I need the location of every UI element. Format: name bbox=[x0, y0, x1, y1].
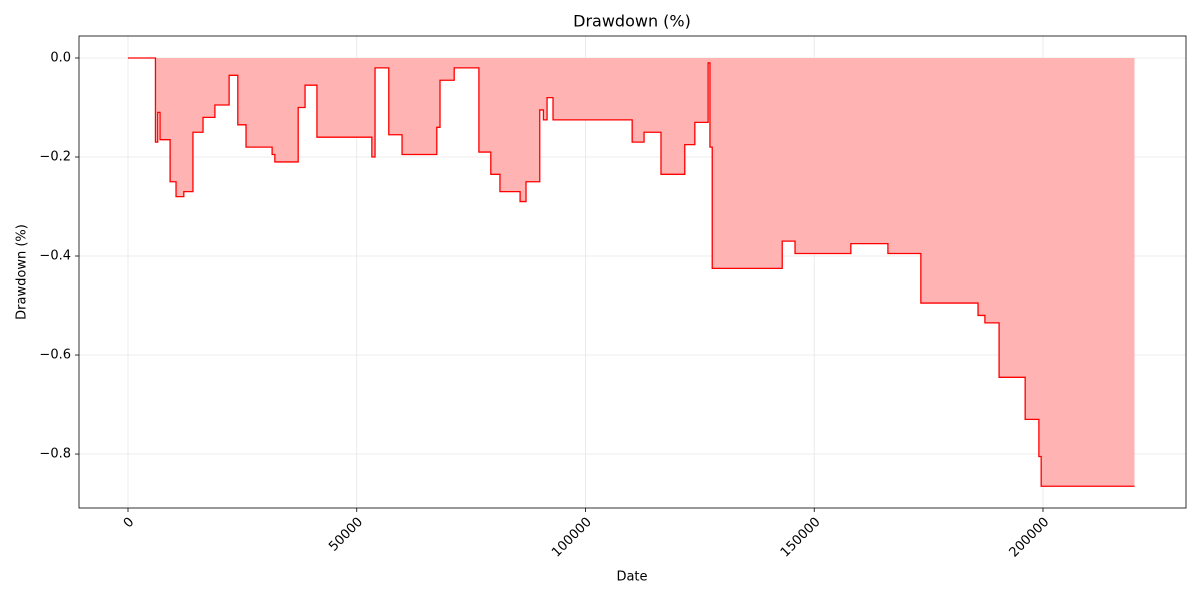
chart-title: Drawdown (%) bbox=[573, 12, 691, 31]
drawdown-line bbox=[128, 57, 1135, 487]
x-axis-label: Date bbox=[616, 570, 647, 585]
y-tick-label: 0.0 bbox=[50, 50, 71, 65]
y-tick-label: −0.6 bbox=[39, 348, 71, 363]
y-axis-label: Drawdown (%) bbox=[15, 224, 30, 320]
y-tick-label: −0.2 bbox=[39, 149, 71, 164]
y-tick-label: −0.4 bbox=[39, 249, 71, 264]
y-tick-label: −0.8 bbox=[39, 447, 71, 462]
plot-frame bbox=[78, 35, 1187, 509]
drawdown-area bbox=[128, 57, 1135, 487]
